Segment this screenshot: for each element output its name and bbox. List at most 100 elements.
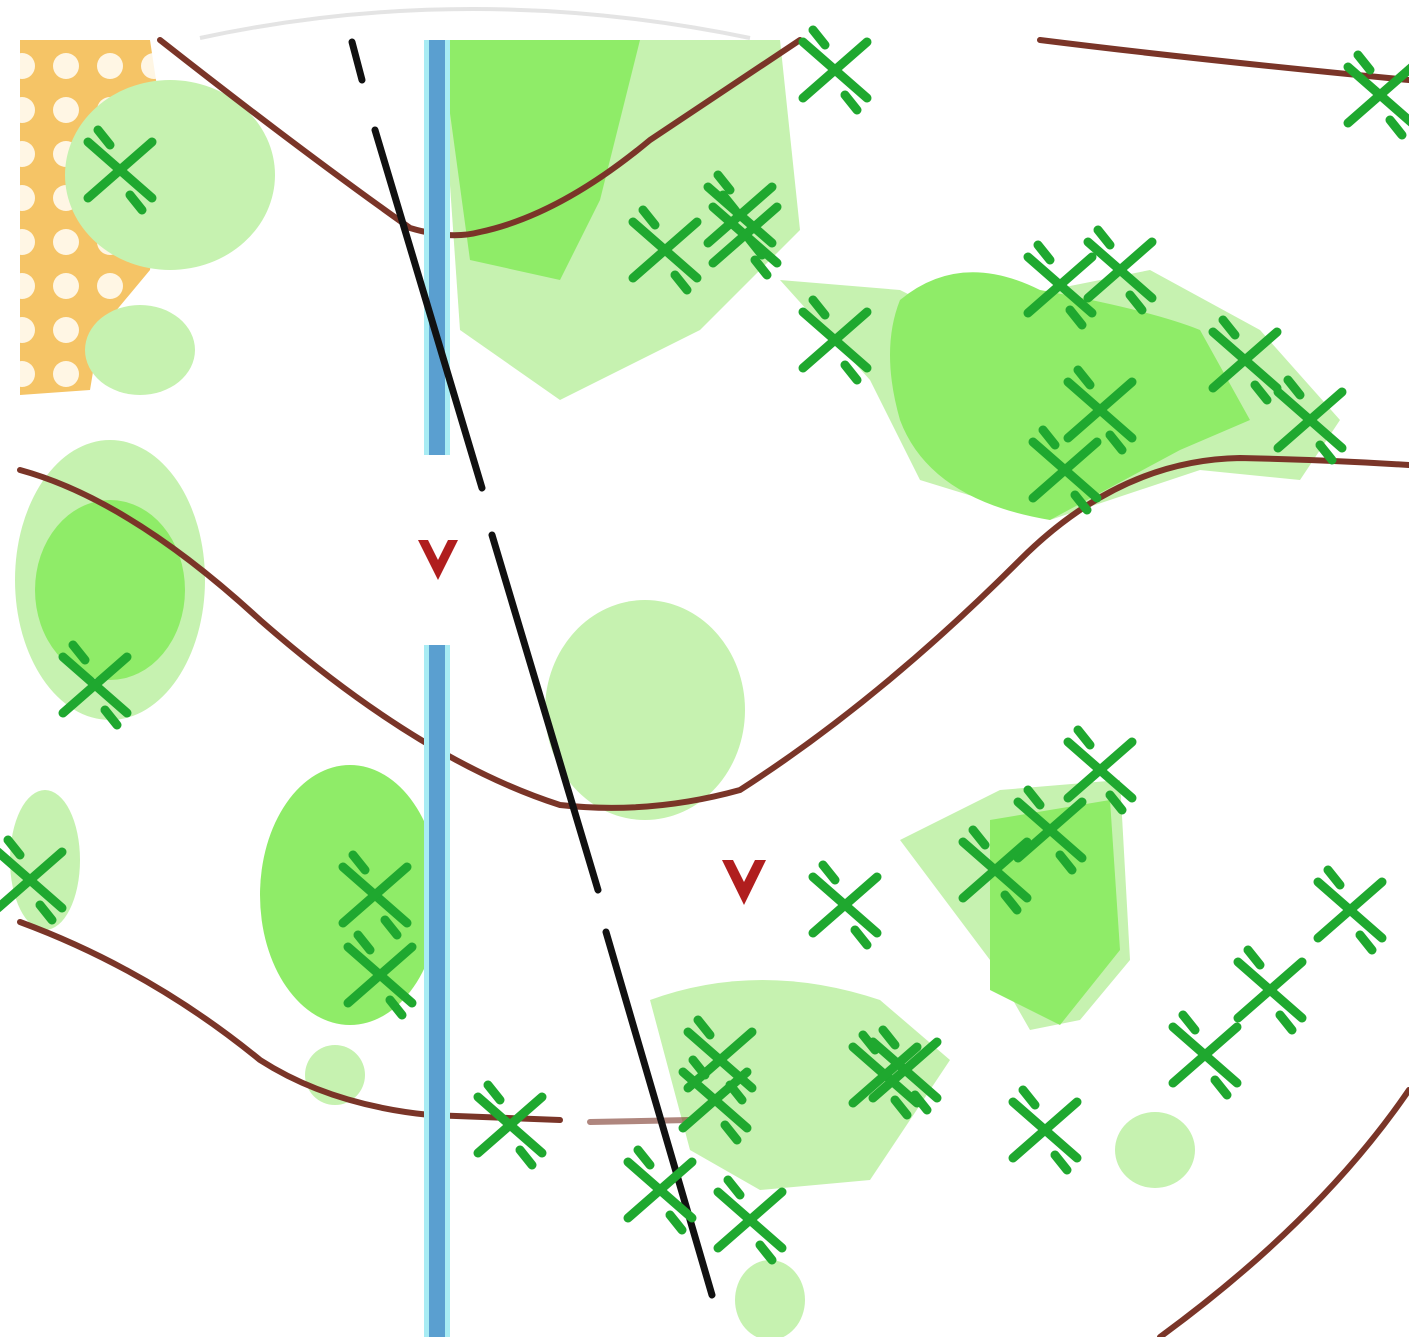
green-x-stroke	[1323, 865, 1345, 890]
green-x-stroke	[850, 925, 872, 950]
green-x	[83, 125, 157, 215]
green-x-stroke	[688, 1055, 710, 1080]
green-x-stroke	[1315, 440, 1337, 465]
green-x-stroke	[483, 1080, 505, 1105]
green-x	[1063, 365, 1137, 455]
green-x-stroke	[1023, 252, 1097, 318]
green-x-stroke	[1055, 850, 1077, 875]
green-x	[1028, 425, 1102, 515]
green-x-stroke	[818, 860, 840, 885]
green-x-stroke	[1125, 290, 1147, 315]
light-green-area	[85, 305, 195, 395]
vegetation	[10, 40, 1340, 1337]
green-x-stroke	[1273, 387, 1347, 453]
green-x-stroke	[125, 190, 147, 215]
green-x-stroke	[1210, 1075, 1232, 1100]
faded-edge	[199, 7, 751, 40]
green-x-stroke	[1050, 1150, 1072, 1175]
green-area	[35, 500, 185, 680]
green-x	[623, 1145, 697, 1235]
green-x-stroke	[1070, 490, 1092, 515]
green-x-stroke	[693, 1015, 715, 1040]
v-symbol	[418, 540, 458, 580]
green-x-stroke	[713, 170, 735, 195]
green-x	[708, 190, 782, 280]
green-area	[260, 765, 440, 1025]
contour-line	[1157, 1087, 1409, 1337]
green-x-stroke	[343, 942, 417, 1008]
green-x-stroke	[1250, 380, 1272, 405]
path-dash	[602, 928, 716, 1299]
green-x-stroke	[1013, 797, 1087, 863]
green-x	[798, 25, 872, 115]
green-x	[1233, 945, 1307, 1035]
green-x-stroke	[1065, 305, 1087, 330]
green-x-stroke	[808, 25, 830, 50]
green-x-stroke	[68, 640, 90, 665]
green-x-stroke	[1343, 63, 1409, 128]
green-x	[868, 1025, 942, 1115]
green-x-stroke	[1083, 237, 1157, 303]
green-x-stroke	[58, 652, 132, 718]
contour-line	[17, 454, 1409, 811]
contour-line	[587, 1117, 693, 1125]
green-x-stroke	[1023, 785, 1045, 810]
green-x-stroke	[1028, 437, 1102, 503]
green-x-stroke	[703, 182, 777, 248]
green-x-stroke	[798, 37, 872, 103]
green-x-stroke	[633, 1145, 655, 1170]
green-x-stroke	[878, 1025, 900, 1050]
green-x	[1168, 1010, 1242, 1100]
green-x-features	[0, 25, 1409, 1265]
green-x-stroke	[1073, 365, 1095, 390]
green-x	[1343, 50, 1409, 140]
green-x-stroke	[83, 137, 157, 203]
green-x-stroke	[1275, 1010, 1297, 1035]
green-x-stroke	[1105, 790, 1127, 815]
light-green-area	[10, 790, 80, 930]
path-dash	[488, 531, 602, 894]
green-x-stroke	[750, 255, 772, 280]
green-x-stroke	[3, 835, 25, 860]
contour-line	[17, 919, 563, 1123]
green-x	[0, 835, 67, 925]
green-x-stroke	[1018, 1085, 1040, 1110]
green-x-stroke	[958, 837, 1032, 903]
green-x-stroke	[380, 915, 402, 940]
green-x-stroke	[1353, 50, 1375, 75]
green-x-stroke	[1283, 375, 1305, 400]
green-x-stroke	[628, 217, 702, 283]
green-x-stroke	[473, 1092, 547, 1158]
path	[348, 38, 716, 1299]
green-x-stroke	[1208, 327, 1282, 393]
green-x-stroke	[1073, 725, 1095, 750]
green-x-stroke	[338, 862, 412, 928]
green-x	[1083, 225, 1157, 315]
green-x	[628, 205, 702, 295]
green-x-stroke	[1313, 877, 1387, 943]
green-x-stroke	[1038, 425, 1060, 450]
green-x-stroke	[1355, 930, 1377, 955]
path-dash	[348, 38, 366, 84]
green-x	[958, 825, 1032, 915]
green-x-stroke	[678, 1067, 752, 1133]
green-x-stroke	[1243, 945, 1265, 970]
green-x-stroke	[755, 1240, 777, 1265]
green-x-stroke	[0, 847, 67, 913]
green-x-stroke	[1093, 225, 1115, 250]
green-x-stroke	[720, 1120, 742, 1145]
green-x-stroke	[868, 1037, 942, 1103]
green-x-stroke	[348, 850, 370, 875]
green-x-stroke	[840, 360, 862, 385]
green-x-stroke	[1033, 240, 1055, 265]
green-x-stroke	[968, 825, 990, 850]
green-x-stroke	[515, 1145, 537, 1170]
depressions	[418, 540, 766, 905]
light-green-area	[650, 980, 950, 1190]
green-x-stroke	[670, 270, 692, 295]
green-x-stroke	[910, 1090, 932, 1115]
green-area	[440, 40, 640, 280]
green-x-stroke	[1233, 957, 1307, 1023]
green-x-stroke	[353, 930, 375, 955]
